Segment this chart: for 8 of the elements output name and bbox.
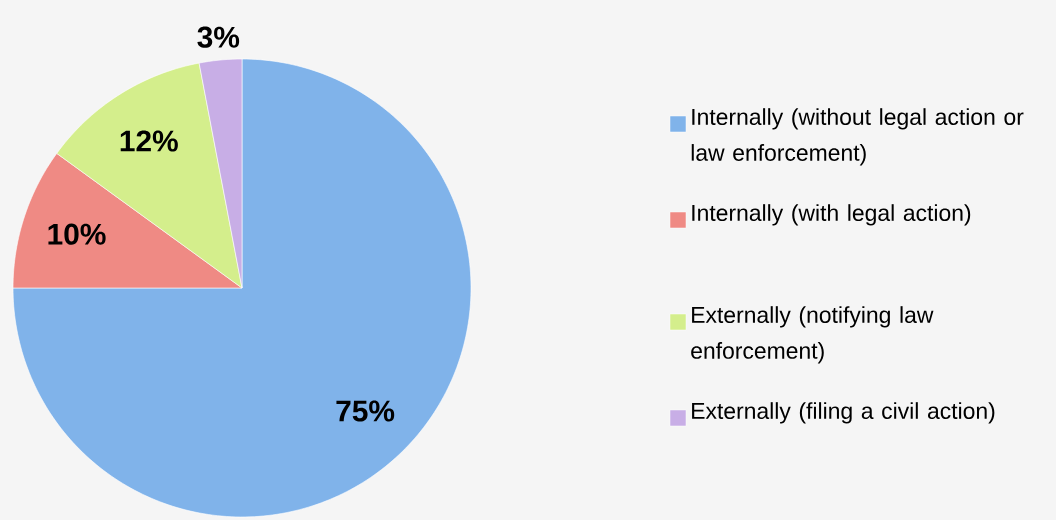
data-label: 3% — [197, 26, 240, 48]
data-label: 12% — [120, 130, 178, 152]
legend-label: Externally (notifying law enforcement) — [691, 306, 934, 364]
data-label: 75% — [336, 400, 395, 422]
data-label: 10% — [48, 223, 106, 245]
legend-label: Internally (with legal action) — [692, 204, 971, 226]
legend-label: Internally (without legal action or law enforcement) — [691, 108, 1024, 166]
legend-label: Externally (filing a civil action) — [692, 402, 995, 424]
